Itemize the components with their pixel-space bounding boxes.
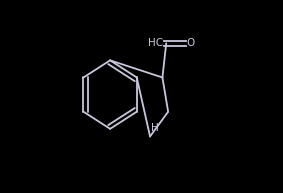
- Text: H: H: [151, 123, 159, 133]
- Text: HC: HC: [148, 38, 163, 48]
- Text: O: O: [187, 38, 195, 48]
